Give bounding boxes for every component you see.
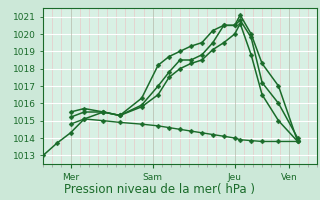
- Text: Pression niveau de la mer( hPa ): Pression niveau de la mer( hPa ): [65, 183, 255, 196]
